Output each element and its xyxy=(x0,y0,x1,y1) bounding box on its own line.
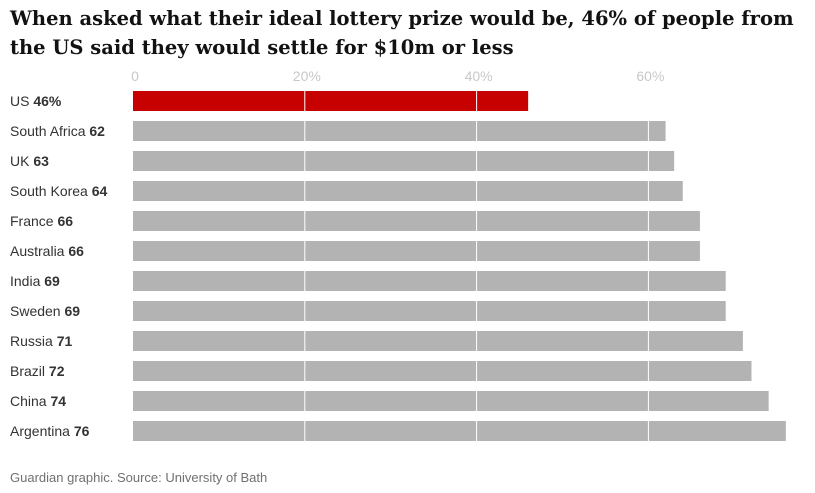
category-label-argentina: Argentina 76 xyxy=(10,423,90,439)
bar-south-africa xyxy=(133,121,666,141)
category-name: France xyxy=(10,213,57,229)
category-label-brazil: Brazil 72 xyxy=(10,363,65,379)
tick-label-20: 20% xyxy=(293,68,321,84)
value-label: 64 xyxy=(92,183,108,199)
source-note: Guardian graphic. Source: University of … xyxy=(10,470,268,485)
value-label: 66 xyxy=(57,213,73,229)
category-labels-group: US 46% South Africa 62 UK 63 South Korea 64… xyxy=(10,93,108,439)
bars-group xyxy=(133,91,786,441)
category-name: China xyxy=(10,393,50,409)
category-label-india: India 69 xyxy=(10,273,60,289)
bar-australia xyxy=(133,241,700,261)
bar-sweden xyxy=(133,301,726,321)
category-name: US xyxy=(10,93,33,109)
value-label: 69 xyxy=(44,273,60,289)
category-name: South Africa xyxy=(10,123,89,139)
bar-russia xyxy=(133,331,743,351)
bar-us xyxy=(133,91,529,111)
category-label-australia: Australia 66 xyxy=(10,243,84,259)
category-label-russia: Russia 71 xyxy=(10,333,72,349)
value-label: 46% xyxy=(33,93,62,109)
category-label-us: US 46% xyxy=(10,93,62,109)
value-label: 66 xyxy=(68,243,84,259)
bar-china xyxy=(133,391,769,411)
bar-france xyxy=(133,211,700,231)
category-name: Sweden xyxy=(10,303,64,319)
category-name: Australia xyxy=(10,243,68,259)
tick-label-60: 60% xyxy=(636,68,664,84)
category-name: Russia xyxy=(10,333,57,349)
category-label-south-africa: South Africa 62 xyxy=(10,123,105,139)
value-label: 72 xyxy=(49,363,65,379)
category-name: South Korea xyxy=(10,183,92,199)
value-label: 63 xyxy=(33,153,49,169)
category-label-sweden: Sweden 69 xyxy=(10,303,80,319)
category-label-uk: UK 63 xyxy=(10,153,49,169)
value-label: 71 xyxy=(57,333,73,349)
category-label-france: France 66 xyxy=(10,213,73,229)
value-label: 74 xyxy=(50,393,66,409)
category-label-south-korea: South Korea 64 xyxy=(10,183,108,199)
gridlines-group xyxy=(304,78,649,441)
category-label-china: China 74 xyxy=(10,393,66,409)
bar-south-korea xyxy=(133,181,683,201)
bar-india xyxy=(133,271,726,291)
tick-label-40: 40% xyxy=(465,68,493,84)
bar-brazil xyxy=(133,361,752,381)
category-name: UK xyxy=(10,153,33,169)
category-name: Brazil xyxy=(10,363,49,379)
category-name: India xyxy=(10,273,44,289)
chart-title: When asked what their ideal lottery priz… xyxy=(10,7,794,59)
tick-label-0: 0 xyxy=(131,68,139,84)
category-name: Argentina xyxy=(10,423,74,439)
value-label: 76 xyxy=(74,423,90,439)
bar-uk xyxy=(133,151,675,171)
value-label: 62 xyxy=(89,123,105,139)
value-label: 69 xyxy=(64,303,80,319)
bar-argentina xyxy=(133,421,786,441)
tick-labels-group: 0 20% 40% 60% xyxy=(131,68,664,84)
